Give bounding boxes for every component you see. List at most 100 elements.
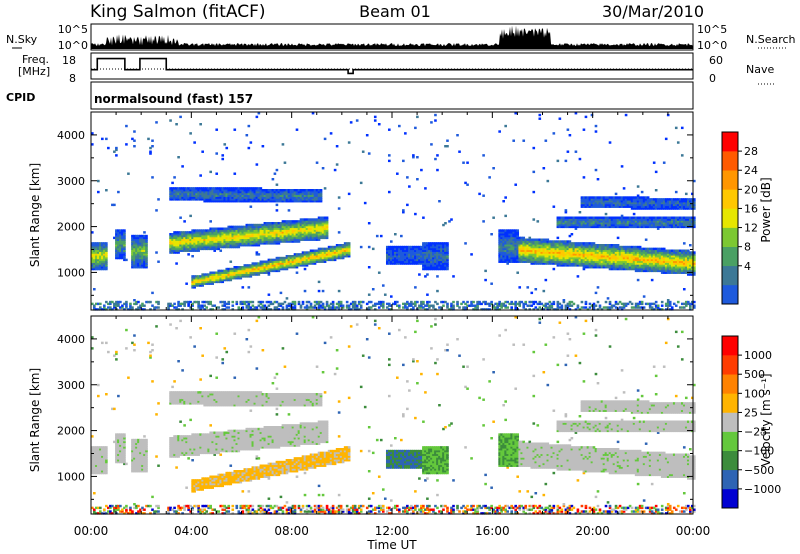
power-cell	[620, 196, 624, 199]
power-cell	[442, 260, 445, 263]
power-cell	[502, 238, 505, 241]
power-cell	[281, 262, 285, 265]
power-cell	[524, 245, 528, 249]
power-cell	[520, 242, 524, 245]
power-cell	[277, 200, 281, 203]
power-cell	[410, 245, 413, 249]
power-cell	[215, 236, 219, 240]
power-cell	[620, 262, 624, 265]
power-cell	[396, 262, 399, 265]
power-cell	[255, 244, 259, 247]
power-cell	[267, 223, 271, 227]
power-cell	[141, 302, 144, 306]
power-cell	[506, 300, 509, 304]
power-cell	[387, 128, 391, 131]
power-cell	[558, 264, 562, 267]
power-cell	[191, 240, 194, 243]
power-cell	[213, 233, 217, 236]
power-cell	[548, 251, 552, 254]
power-cell	[309, 222, 313, 225]
power-cell	[311, 192, 315, 196]
power-cell	[113, 236, 116, 240]
power-cell	[247, 266, 251, 269]
power-cell	[610, 251, 614, 254]
power-cell	[534, 256, 538, 260]
date-title: 30/Mar/2010	[602, 2, 704, 21]
power-cell	[398, 247, 401, 251]
power-cell	[293, 302, 297, 306]
power-cell	[428, 242, 431, 245]
power-cell	[233, 225, 237, 229]
power-cell	[233, 266, 237, 269]
power-cell	[442, 242, 445, 245]
power-cell	[508, 240, 511, 243]
power-cell	[337, 244, 341, 247]
power-cell	[267, 196, 271, 199]
power-cell	[91, 253, 94, 256]
power-cell	[143, 242, 146, 245]
power-cell	[430, 253, 433, 256]
power-cell	[305, 231, 309, 234]
power-cell	[201, 275, 204, 278]
power-cell	[193, 233, 196, 236]
power-cell	[562, 222, 566, 225]
power-cell	[422, 242, 425, 245]
power-cell	[620, 260, 624, 263]
power-cell	[237, 308, 241, 311]
power-cell	[614, 260, 618, 263]
power-cell	[219, 231, 223, 234]
power-cell	[584, 242, 588, 245]
power-cell	[103, 251, 106, 254]
power-cell	[516, 242, 520, 245]
power-cell	[201, 150, 204, 153]
power-cell	[219, 194, 223, 197]
power-cell	[223, 240, 227, 243]
power-cell	[570, 256, 574, 260]
power-cell	[303, 267, 307, 271]
power-cell	[604, 256, 608, 260]
power-cell	[542, 289, 546, 293]
power-cell	[205, 300, 208, 304]
power-cell	[420, 304, 423, 307]
power-cell	[424, 258, 427, 262]
power-cell	[185, 300, 188, 304]
power-cell	[520, 300, 524, 304]
power-cell	[347, 247, 351, 251]
power-cell	[309, 220, 313, 223]
power-cell	[285, 220, 289, 223]
power-cell	[261, 262, 265, 265]
nsearch-label: N.Search	[746, 33, 796, 46]
power-cell	[468, 304, 471, 307]
power-cell	[237, 240, 241, 243]
power-cell	[568, 300, 572, 304]
power-cell	[297, 233, 301, 236]
power-cell	[257, 192, 261, 196]
power-cell	[392, 302, 395, 306]
power-cell	[255, 267, 259, 271]
power-cell	[339, 302, 343, 306]
power-cell	[608, 302, 612, 306]
power-cell	[538, 117, 542, 120]
power-cell	[201, 236, 204, 240]
power-cell	[396, 304, 399, 307]
power-cell	[269, 222, 273, 225]
power-cell	[323, 255, 327, 258]
power-cell	[103, 267, 106, 271]
power-cell	[345, 300, 349, 304]
power-cell	[313, 236, 317, 240]
power-cell	[392, 245, 395, 249]
power-cell	[592, 249, 596, 252]
power-cell	[494, 308, 497, 311]
power-cell	[604, 201, 608, 205]
power-cell	[626, 253, 630, 256]
power-cell	[275, 189, 279, 192]
power-cell	[412, 156, 415, 159]
power-cell	[602, 220, 606, 223]
power-cell	[141, 264, 144, 267]
power-cell	[353, 302, 357, 306]
power-cell	[293, 236, 297, 240]
power-cell	[221, 238, 225, 241]
power-cell	[245, 190, 249, 194]
power-cell	[590, 113, 594, 117]
power-cell	[371, 304, 375, 307]
